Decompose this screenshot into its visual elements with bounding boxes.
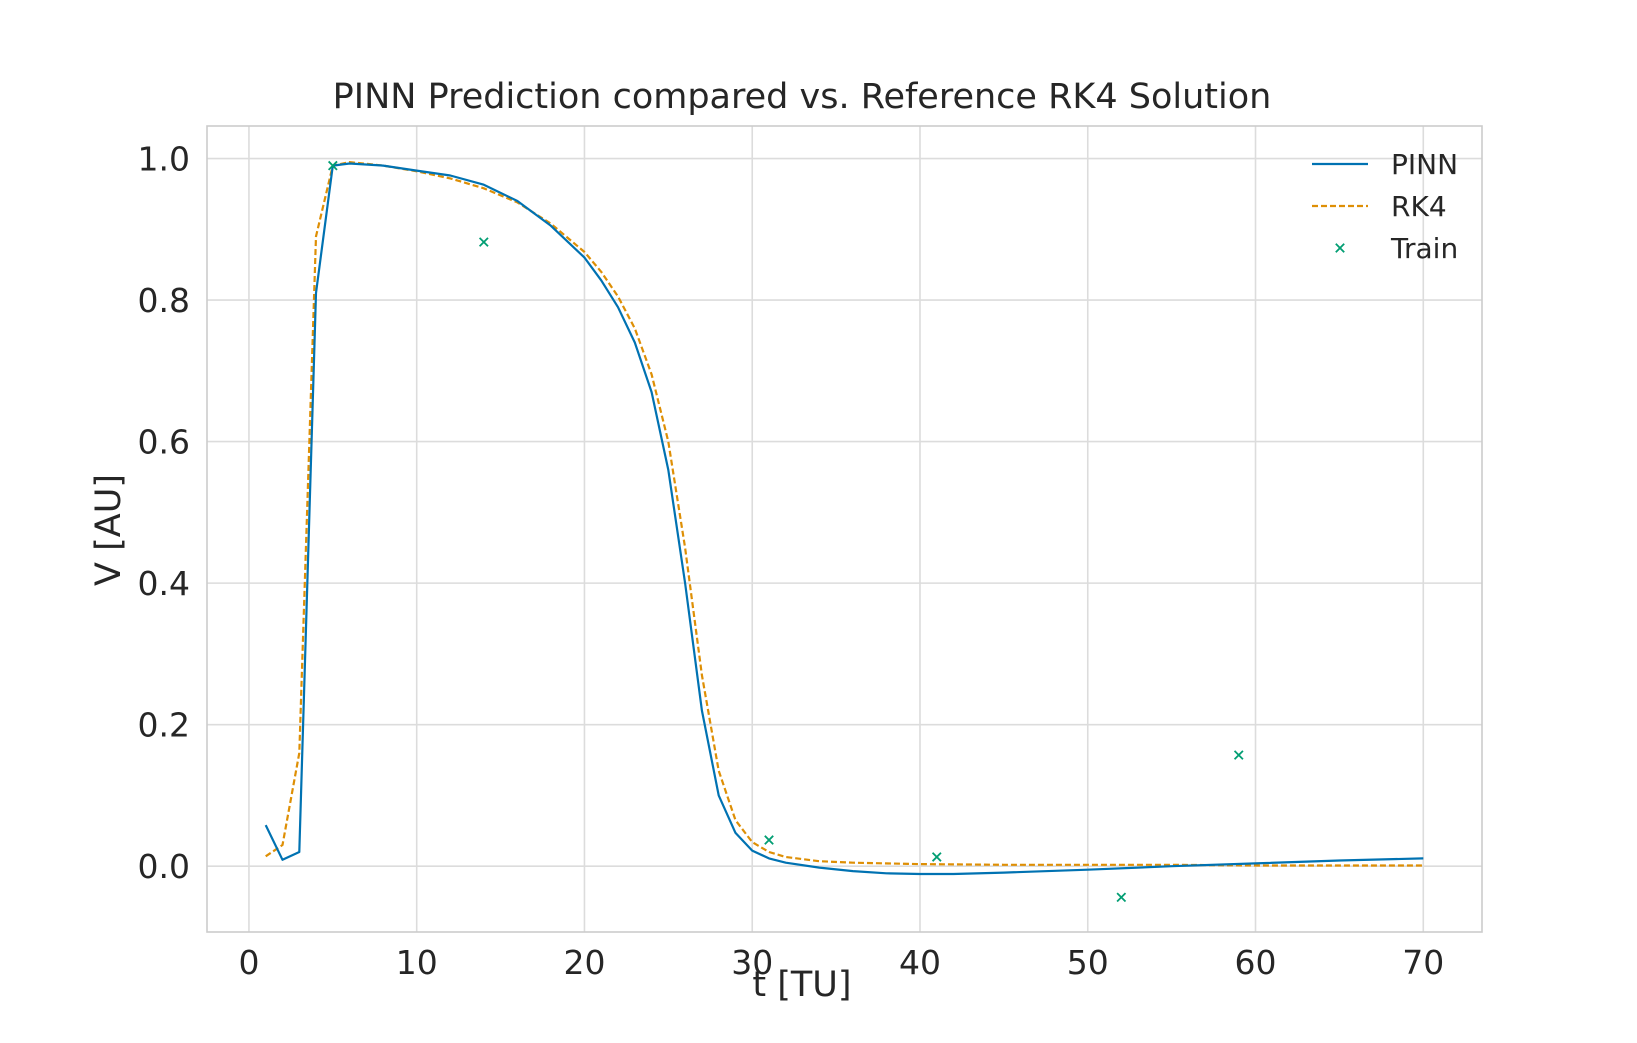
x-tick-label: 50	[1067, 943, 1109, 982]
legend-label-pinn: PINN	[1391, 148, 1458, 181]
x-tick-label: 40	[899, 943, 941, 982]
tick-labels: 0 10 20 30 40 50 60 70 0.0 0.2 0.4 0.6 0.8 1.0	[138, 140, 1445, 982]
x-tick-label: 60	[1235, 943, 1277, 982]
y-tick-label: 0.4	[138, 564, 190, 603]
y-tick-label: 0.0	[138, 847, 190, 886]
y-tick-label: 1.0	[138, 140, 190, 179]
series-layer	[264, 160, 1424, 903]
train-point	[931, 852, 942, 862]
train-point	[1233, 750, 1244, 760]
legend-label-train: Train	[1390, 232, 1458, 265]
y-tick-label: 0.2	[138, 706, 190, 745]
legend: PINN RK4 Train	[1312, 148, 1458, 265]
pinn-line	[264, 162, 1424, 876]
legend-label-rk4: RK4	[1391, 190, 1447, 223]
y-tick-label: 0.8	[138, 281, 190, 320]
x-tick-label: 30	[731, 943, 773, 982]
chart-title: PINN Prediction compared vs. Reference R…	[333, 77, 1272, 117]
train-point	[1116, 892, 1127, 903]
train-point	[478, 237, 489, 247]
grid	[207, 126, 1482, 932]
x-tick-label: 20	[563, 943, 605, 982]
x-tick-label: 70	[1402, 943, 1444, 982]
x-axis-label: t [TU]	[752, 965, 851, 1005]
train-point	[764, 835, 774, 845]
x-tick-label: 0	[238, 943, 259, 982]
x-tick-label: 10	[396, 943, 438, 982]
plot-frame	[206, 125, 1483, 933]
y-tick-label: 0.6	[138, 423, 190, 462]
legend-train-marker	[1335, 243, 1345, 253]
train-point	[327, 160, 338, 171]
rk4-line	[265, 161, 1424, 867]
y-axis-label: V [AU]	[89, 474, 129, 586]
